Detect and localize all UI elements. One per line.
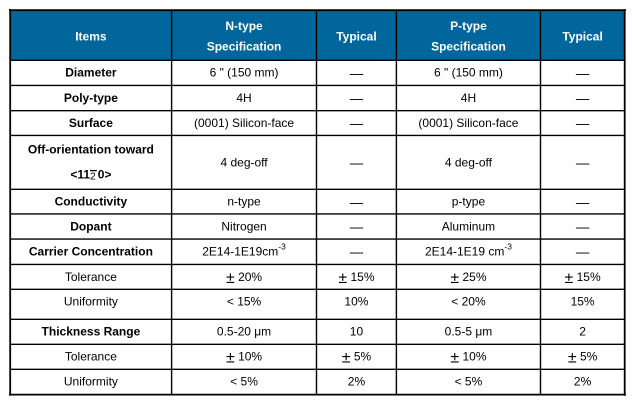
svg-text:± 15%: ± 15% [565,270,601,287]
svg-text:—: — [576,91,590,106]
svg-text:2E14-1E19cm-3: 2E14-1E19cm-3 [202,242,286,259]
svg-text:4 deg-off: 4 deg-off [220,155,268,169]
svg-text:6 " (150 mm): 6 " (150 mm) [210,66,279,80]
svg-text:—: — [350,66,364,81]
svg-text:4H: 4H [461,91,476,105]
svg-text:p-type: p-type [452,195,486,209]
svg-text:2%: 2% [574,375,592,389]
svg-text:Specification: Specification [431,40,506,54]
svg-text:Surface: Surface [69,116,113,130]
svg-text:< 15%: < 15% [227,295,262,309]
svg-text:—: — [350,219,364,234]
svg-text:—: — [576,195,590,210]
svg-text:± 10%: ± 10% [450,350,486,367]
svg-text:—: — [350,195,364,210]
svg-text:< 20%: < 20% [451,295,486,309]
svg-text:4 deg-off: 4 deg-off [445,155,493,169]
svg-text:± 5%: ± 5% [568,350,598,367]
svg-text:Items: Items [75,29,107,43]
svg-text:2%: 2% [348,375,366,389]
svg-text:Dopant: Dopant [70,219,111,233]
svg-text:P-type: P-type [450,19,487,33]
svg-text:6 " (150 mm): 6 " (150 mm) [434,66,503,80]
svg-text:Aluminum: Aluminum [442,219,495,233]
svg-text:n-type: n-type [227,195,261,209]
svg-text:Thickness Range: Thickness Range [42,325,141,339]
svg-text:—: — [576,245,590,260]
svg-text:< 5%: < 5% [455,375,483,389]
svg-text:± 15%: ± 15% [338,270,374,287]
svg-text:—: — [576,116,590,131]
svg-text:Carrier Concentration: Carrier Concentration [29,245,153,259]
svg-text:Tolerance: Tolerance [65,270,117,284]
svg-text:Off-orientation toward: Off-orientation toward [28,142,154,156]
svg-text:—: — [576,219,590,234]
svg-text:Uniformity: Uniformity [64,295,118,309]
svg-text:Nitrogen: Nitrogen [221,219,266,233]
svg-text:Conductivity: Conductivity [55,195,128,209]
svg-text:± 20%: ± 20% [226,270,262,287]
svg-text:Uniformity: Uniformity [64,375,118,389]
svg-text:2: 2 [579,325,586,339]
svg-text:—: — [350,91,364,106]
svg-text:15%: 15% [571,295,595,309]
svg-text:—: — [576,155,590,170]
svg-text:4H: 4H [236,91,251,105]
svg-text:± 5%: ± 5% [342,350,372,367]
svg-text:(0001) Silicon-face: (0001) Silicon-face [194,116,294,130]
svg-text:0.5-20 μm: 0.5-20 μm [217,325,271,339]
svg-text:(0001) Silicon-face: (0001) Silicon-face [418,116,518,130]
svg-text:—: — [576,66,590,81]
svg-text:Typical: Typical [562,29,602,43]
svg-text:—: — [350,155,364,170]
svg-text:N-type: N-type [225,19,263,33]
svg-text:—: — [350,245,364,260]
svg-text:Poly-type: Poly-type [64,91,118,105]
svg-text:Tolerance: Tolerance [65,350,117,364]
svg-text:< 5%: < 5% [230,375,258,389]
svg-text:0.5-5 μm: 0.5-5 μm [445,325,493,339]
svg-text:—: — [350,116,364,131]
svg-text:10: 10 [350,325,364,339]
svg-text:Diameter: Diameter [65,66,117,80]
svg-text:± 25%: ± 25% [450,270,486,287]
svg-text:10%: 10% [344,295,368,309]
svg-text:± 10%: ± 10% [226,350,262,367]
svg-text:2E14-1E19 cm-3: 2E14-1E19 cm-3 [425,242,512,259]
svg-text:Specification: Specification [207,40,282,54]
svg-text:Typical: Typical [336,29,376,43]
